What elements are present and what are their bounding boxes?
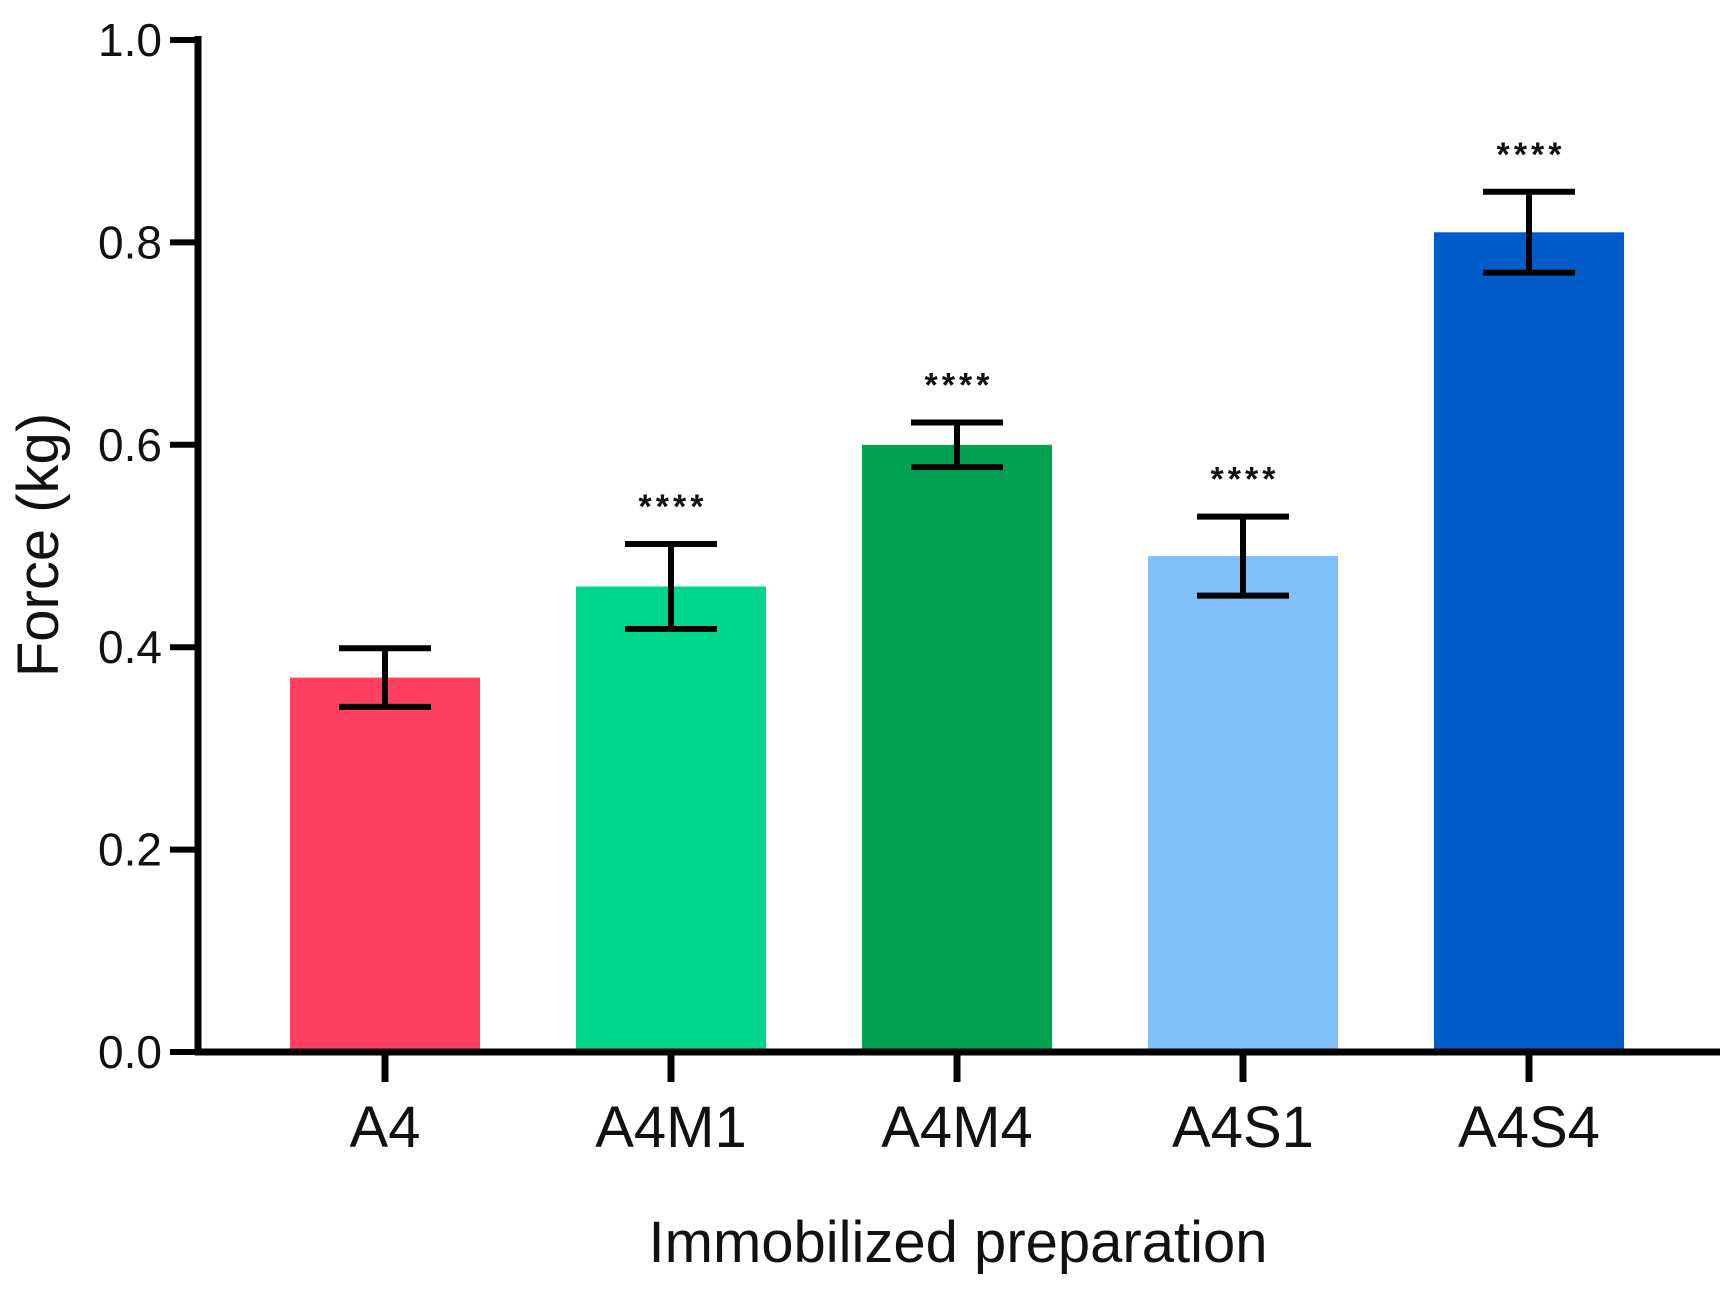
significance-label-a4m4: **** (925, 367, 994, 405)
significance-label-a4s1: **** (1211, 461, 1280, 499)
x-tick-label-a4s4: A4S4 (1458, 1095, 1600, 1160)
y-tick-label: 0.4 (98, 621, 162, 673)
x-tick-label-a4: A4 (350, 1095, 421, 1160)
bar-a4m4 (862, 444, 1052, 1052)
y-tick-label: 0.2 (98, 824, 162, 876)
x-tick-label-a4s1: A4S1 (1172, 1095, 1314, 1160)
bar-a4s1 (1148, 556, 1338, 1052)
x-tick-label-a4m1: A4M1 (595, 1095, 747, 1160)
bar-a4s4 (1434, 232, 1624, 1052)
significance-label-a4m1: **** (639, 488, 708, 526)
bar-a4m1 (576, 586, 766, 1052)
y-tick-label: 0.6 (98, 419, 162, 471)
y-tick-label: 1.0 (98, 14, 162, 66)
bar-a4 (290, 677, 480, 1052)
y-tick-label: 0.0 (98, 1026, 162, 1078)
x-tick-label-a4m4: A4M4 (881, 1095, 1033, 1160)
significance-label-a4s4: **** (1497, 136, 1566, 174)
y-tick-label: 0.8 (98, 216, 162, 268)
x-axis-title: Immobilized preparation (649, 1210, 1268, 1275)
y-axis-title: Force (kg) (6, 413, 71, 677)
